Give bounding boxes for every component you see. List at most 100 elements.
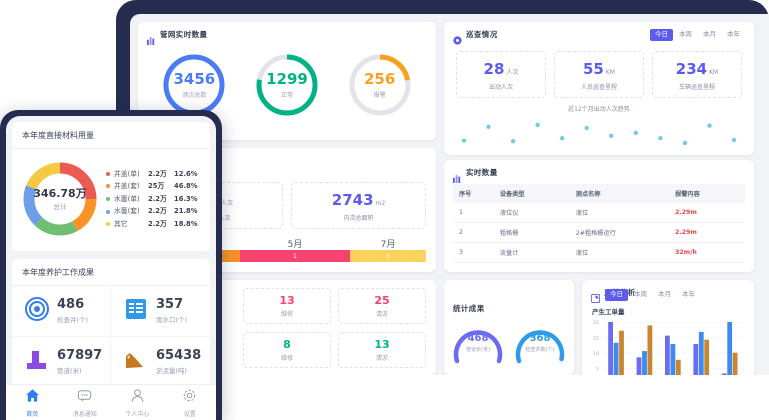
cell-sludge[interactable]: 65438 淤泥量(吨)	[111, 337, 210, 387]
tab-week[interactable]: 本周	[679, 30, 692, 38]
legend-value: 2.2万	[148, 207, 167, 216]
legend-color-dot	[106, 171, 110, 176]
rank-bar-3[interactable]: 3	[350, 250, 426, 262]
tabbar-label: 个人中心	[125, 410, 150, 418]
ring-row: 3456 测点总数 1299 正常	[138, 44, 436, 120]
workorder-bar-chart-wrap: 051015201月2月3月4月5月	[582, 316, 754, 375]
stat-grid-top: 13 维修 25 清淤	[138, 280, 436, 324]
kpi-vehicle-mileage: 234 KM 车辆巡查里程	[652, 50, 742, 98]
pie-chart-icon	[590, 288, 601, 304]
phone-tabbar: 首页 消息通知 个人中心	[6, 384, 216, 420]
cell-caption: 管道(米)	[57, 367, 82, 375]
tab-today[interactable]: 今日	[605, 289, 628, 301]
cell-device-type: 液位仪	[493, 203, 570, 223]
legend-name: 水篦(单)	[114, 194, 140, 203]
table-row[interactable]: 3 流量计 液位 32m/h	[453, 242, 745, 263]
legend-percent: 46.8%	[174, 182, 198, 191]
sludge-icon	[123, 347, 149, 377]
cell-caption: 雨水口(个)	[156, 316, 188, 324]
cell-number: 67897	[57, 348, 103, 363]
kpi-value-wrap: 2743 m2	[292, 190, 425, 209]
tabbar-item-settings[interactable]: 设置	[164, 385, 217, 420]
tab-month[interactable]: 本月	[658, 290, 671, 298]
ring-value: 1299	[266, 69, 308, 88]
card-title: 管网实时数量	[160, 30, 208, 39]
kpi-value-wrap: 28 人次	[457, 59, 545, 78]
ring-value: 3456	[173, 69, 216, 88]
cell-manhole[interactable]: 486 检查井(个)	[12, 286, 111, 337]
gauge-card-header: 统计成果	[444, 280, 574, 315]
bar-chart-icon	[147, 30, 156, 45]
gauge-caption: 管道长(米)	[466, 347, 490, 353]
phone-screen: 本年度直接材料用量 346.78万 总计 井盖(单) 2.2万	[6, 116, 216, 420]
kpi-number: 55	[583, 59, 604, 78]
kpi-unit: m2	[375, 200, 386, 207]
tab-today[interactable]: 今日	[650, 29, 673, 41]
kpi-caption: 车辆巡查里程	[678, 83, 715, 91]
tab-month[interactable]: 本月	[703, 30, 716, 38]
cell-device-type: 粗格栅	[493, 222, 570, 243]
kpi-dispatch-count: 28 人次 出动人次	[456, 50, 546, 98]
kpi-value-wrap: 234 KM	[653, 59, 741, 78]
kpi-caption: 人员巡查里程	[580, 83, 617, 91]
tabbar-label: 首页	[26, 410, 39, 418]
legend-color-dot	[106, 222, 110, 227]
kpi-flood-area: 2743 m2 内涝总面积	[291, 182, 426, 229]
kpi-unit: KM	[709, 68, 719, 76]
kpi-number: 234	[675, 59, 708, 78]
legend-item: 井盖(单) 2.2万 12.6%	[106, 168, 202, 181]
tabbar-label: 消息通知	[72, 410, 97, 418]
cell-number: 357	[156, 297, 184, 312]
stat-caption: 维修	[280, 355, 293, 362]
cell-number: 486	[57, 297, 85, 312]
tabbar-label: 设置	[183, 410, 196, 418]
table-row[interactable]: 1 液位仪 液位 2.29m	[453, 203, 745, 223]
material-donut-chart: 346.78万 总计	[18, 157, 102, 241]
kpi-unit: 人次	[220, 200, 233, 207]
stat-number: 13	[279, 294, 295, 307]
cell-index: 3	[453, 242, 494, 263]
card-header: 巡查情况 今日 本周 本月 本年	[444, 22, 754, 46]
tab-week[interactable]: 本周	[634, 290, 647, 298]
cell-text: 486 检查井(个)	[57, 298, 88, 324]
kpi-caption: 出动人次	[488, 83, 513, 91]
legend-percent: 12.6%	[174, 169, 198, 178]
cell-alarm-content: 2.29m	[669, 203, 745, 223]
gauge-pipe-length: 468 管道长(米)	[449, 319, 507, 365]
ring-caption: 正常	[280, 91, 293, 99]
tab-year[interactable]: 本年	[727, 30, 740, 38]
cell-rain-inlet[interactable]: 357 雨水口(个)	[111, 286, 210, 337]
tab-year[interactable]: 本年	[682, 290, 695, 298]
person-icon	[130, 388, 145, 407]
stat-caption: 清淤	[375, 311, 388, 318]
stat-number: 8	[283, 338, 291, 351]
tabbar-item-profile[interactable]: 个人中心	[111, 385, 164, 420]
legend-color-dot	[106, 209, 110, 214]
period-tabs: 今日 本周 本月 本年	[650, 29, 745, 41]
cell-pipe[interactable]: 67897 管道(米)	[12, 337, 111, 387]
bar-chart-icon	[453, 168, 462, 183]
col-index: 序号	[453, 184, 494, 203]
card-header: 实时数量	[444, 160, 754, 183]
col-device-type: 设备类型	[493, 184, 570, 203]
stat-box-dredge-red: 25 清淤	[338, 288, 426, 324]
legend-name: 井盖(套)	[114, 182, 140, 191]
tabbar-item-home[interactable]: 首页	[6, 385, 59, 420]
gauge-period-tabs: 今日 本周 本月 本年	[605, 289, 700, 301]
cell-alarm-content: 32m/h	[669, 242, 745, 263]
location-icon	[453, 30, 462, 46]
legend-item: 其它 2.2万 18.8%	[106, 218, 202, 231]
card-header: 管网实时数量	[138, 22, 436, 45]
trend-caption: 近12个月出动人次趋势	[568, 105, 630, 113]
cell-text: 65438 淤泥量(吨)	[156, 349, 201, 375]
kpi-person-mileage: 55 KM 人员巡查里程	[554, 50, 644, 98]
rank-bar-1[interactable]: 1	[240, 250, 350, 262]
table-row[interactable]: 2 粗格栅 2#粗格栅运行 2.29m	[453, 222, 745, 243]
legend-percent: 21.8%	[174, 207, 198, 216]
svg-text:5: 5	[596, 367, 599, 373]
tabbar-item-messages[interactable]: 消息通知	[59, 385, 112, 420]
chat-icon	[77, 388, 92, 407]
legend-item: 井盖(套) 25万 46.8%	[106, 180, 202, 193]
legend-value: 2.2万	[148, 169, 167, 178]
rank-month-label: 5月	[287, 240, 303, 250]
